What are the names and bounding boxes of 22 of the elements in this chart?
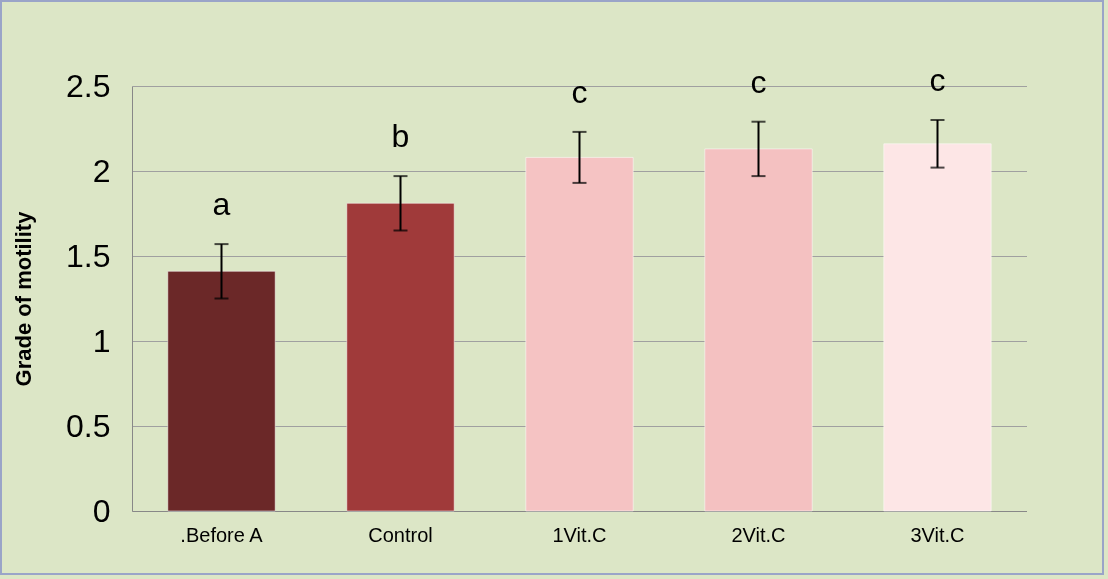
bar [704, 148, 813, 512]
y-tick-label: 0 [92, 492, 111, 529]
y-tick-label: 2.5 [66, 67, 111, 104]
y-tick-label: 2 [92, 152, 111, 189]
x-tick-label: .Before A [180, 523, 264, 546]
y-tick-label: 1.5 [66, 237, 111, 274]
y-tick-label: 1 [92, 322, 111, 359]
x-tick-label: 2Vit.C [731, 523, 786, 546]
annotation: a [212, 186, 231, 223]
x-tick-label: 1Vit.C [552, 523, 607, 546]
annotation: c [929, 62, 946, 98]
bar [883, 143, 992, 512]
annotation: c [750, 63, 767, 100]
y-tick-label: 0.5 [66, 407, 111, 444]
bar [346, 202, 455, 512]
annotation: b [391, 118, 410, 155]
y-axis-title: Grade of motility [11, 210, 37, 387]
x-tick-label: 3Vit.C [910, 523, 965, 546]
bar [525, 156, 634, 512]
annotation: c [571, 73, 588, 110]
bar [167, 270, 276, 512]
x-tick-label: Control [368, 523, 433, 546]
